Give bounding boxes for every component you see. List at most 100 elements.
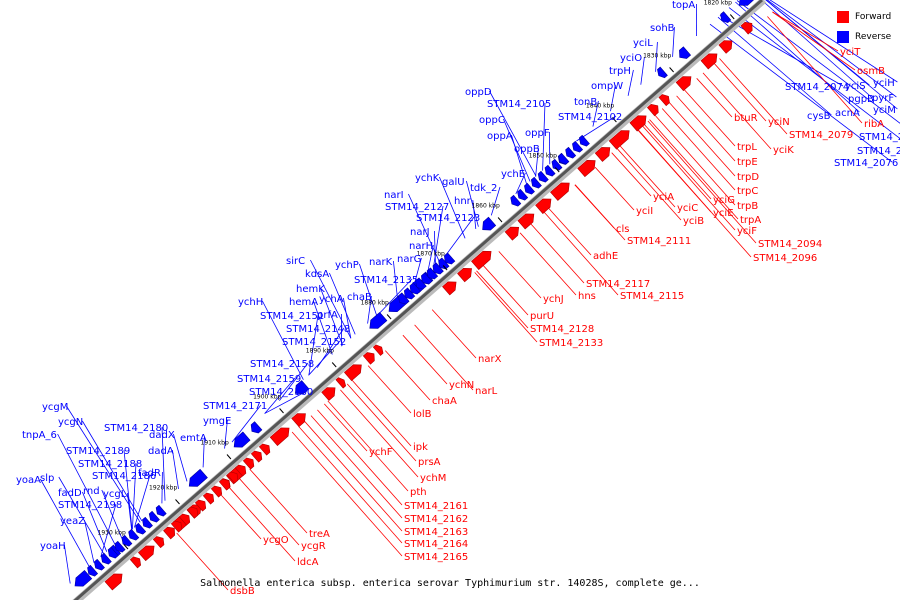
reverse-gene-arrow xyxy=(233,431,251,448)
forward-gene-arrow xyxy=(210,485,223,498)
reverse-gene-label: acnA xyxy=(835,108,860,119)
legend-item-reverse: Reverse xyxy=(837,29,891,45)
leader-line xyxy=(530,223,585,284)
forward-gene-arrow xyxy=(442,281,457,296)
reverse-gene-arrow xyxy=(537,170,549,183)
reverse-gene-label: dadA xyxy=(148,446,174,457)
reverse-gene-label: yciM xyxy=(873,105,896,116)
reverse-gene-arrow xyxy=(398,292,410,305)
reverse-gene-label: yoaH xyxy=(40,541,66,552)
leader-line xyxy=(310,259,352,339)
reverse-gene-label: narK xyxy=(369,257,393,268)
forward-gene-label: narL xyxy=(475,386,498,397)
leader-line xyxy=(173,433,188,482)
reverse-gene-label: yciO xyxy=(620,53,642,64)
forward-gene-arrow xyxy=(242,457,255,470)
forward-gene-arrow xyxy=(163,526,176,540)
forward-gene-label: trpC xyxy=(737,186,758,197)
forward-gene-arrow xyxy=(104,573,123,591)
forward-gene-label: STM14_2164 xyxy=(404,539,468,550)
leader-line xyxy=(367,365,412,414)
reverse-gene-label: STM14_2073 xyxy=(857,146,900,157)
coordinate-ticks: 1820 kbp 1830 kbp 1840 kbp 1850 kbp 1860 kbp… xyxy=(98,0,735,550)
leader-line xyxy=(327,400,409,492)
forward-gene-label: STM14_2094 xyxy=(758,239,822,250)
leader-line xyxy=(719,15,844,87)
leader-line xyxy=(760,0,873,99)
forward-gene-arrow xyxy=(550,182,570,201)
reverse-gene-arrow xyxy=(114,540,126,553)
leader-line xyxy=(317,409,403,506)
forward-gene-label: STM14_2079 xyxy=(789,130,853,141)
reverse-gene-label: tonB xyxy=(574,97,597,108)
reverse-gene-label: yciS xyxy=(845,81,866,92)
reverse-gene-label: STM14_2171 xyxy=(203,401,267,412)
reverse-gene-label: ymgE xyxy=(203,416,231,427)
leader-line xyxy=(132,462,137,530)
reverse-legend-label: Reverse xyxy=(855,32,892,42)
leader-line xyxy=(728,7,900,140)
forward-gene-label: ipk xyxy=(413,442,428,453)
forward-gene-arrow xyxy=(675,76,692,92)
leader-line xyxy=(308,314,319,375)
reverse-gene-arrow xyxy=(100,552,112,565)
reverse-swatch xyxy=(837,31,849,43)
forward-gene-label: ychN xyxy=(449,380,474,391)
leader-line xyxy=(668,102,736,177)
forward-gene-label: ychM xyxy=(420,473,446,484)
tick-label: 1830 kbp xyxy=(643,52,671,59)
reverse-gene-arrow xyxy=(409,282,421,295)
reverse-gene-arrow xyxy=(679,46,692,59)
reverse-gene-label: yciH xyxy=(873,78,895,89)
leader-line xyxy=(40,478,90,567)
backbone-line xyxy=(73,0,763,600)
forward-gene-label: dsbB xyxy=(230,586,255,597)
leader-line xyxy=(134,474,151,528)
reverse-gene-label: STM14_2135 xyxy=(354,275,418,286)
leader-line xyxy=(489,90,537,177)
reverse-gene-arrow xyxy=(87,564,99,577)
reverse-gene-label: narI xyxy=(384,190,404,201)
leader-line xyxy=(298,426,403,544)
reverse-gene-label: narH xyxy=(409,241,433,252)
forward-gene-arrow xyxy=(372,344,384,356)
leader-line xyxy=(592,100,599,127)
leader-line xyxy=(402,334,448,385)
reverse-gene-label: oppC xyxy=(479,115,505,126)
reverse-gene-arrow xyxy=(135,522,147,535)
forward-gene-label: STM14_2117 xyxy=(586,279,650,290)
forward-gene-arrow xyxy=(137,545,155,562)
leader-line xyxy=(224,419,228,449)
reverse-gene-label: ychA xyxy=(319,294,344,305)
reverse-gene-label: STM14_2102 xyxy=(558,112,622,123)
forward-gene-label: cls xyxy=(616,224,630,235)
forward-gene-arrow xyxy=(608,130,630,150)
reverse-gene-arrow xyxy=(657,66,668,79)
forward-gene-label: adhE xyxy=(593,251,618,262)
reverse-gene-label: pgpB xyxy=(848,94,874,105)
reverse-gene-label: ycgN xyxy=(58,417,83,428)
reverse-gene-label: STM14_2160 xyxy=(249,387,313,398)
reverse-gene-label: narG xyxy=(397,254,421,265)
forward-gene-arrow xyxy=(343,364,362,382)
leader-line xyxy=(228,486,296,562)
forward-gene-arrow xyxy=(362,352,375,365)
leader-line xyxy=(264,377,296,414)
forward-gene-arrow xyxy=(535,198,552,215)
reverse-gene-label: galU xyxy=(442,177,465,188)
leader-line xyxy=(472,199,477,229)
leader-line xyxy=(161,426,166,501)
leader-line xyxy=(719,58,788,135)
reverse-gene-arrow xyxy=(544,164,556,177)
tick-label: 1920 kbp xyxy=(149,484,177,491)
reverse-gene-label: oppD xyxy=(465,87,492,98)
forward-gene-label: ycgO xyxy=(263,535,289,546)
reverse-gene-label: prfA xyxy=(317,310,338,321)
forward-gene-label: STM14_2161 xyxy=(404,501,468,512)
reverse-gene-label: ychE xyxy=(501,169,525,180)
reverse-gene-arrow xyxy=(720,11,732,23)
leader-line xyxy=(231,404,262,443)
reverse-gene-arrow xyxy=(155,504,167,517)
reverse-gene-arrow xyxy=(93,558,105,571)
leader-line xyxy=(713,62,767,122)
